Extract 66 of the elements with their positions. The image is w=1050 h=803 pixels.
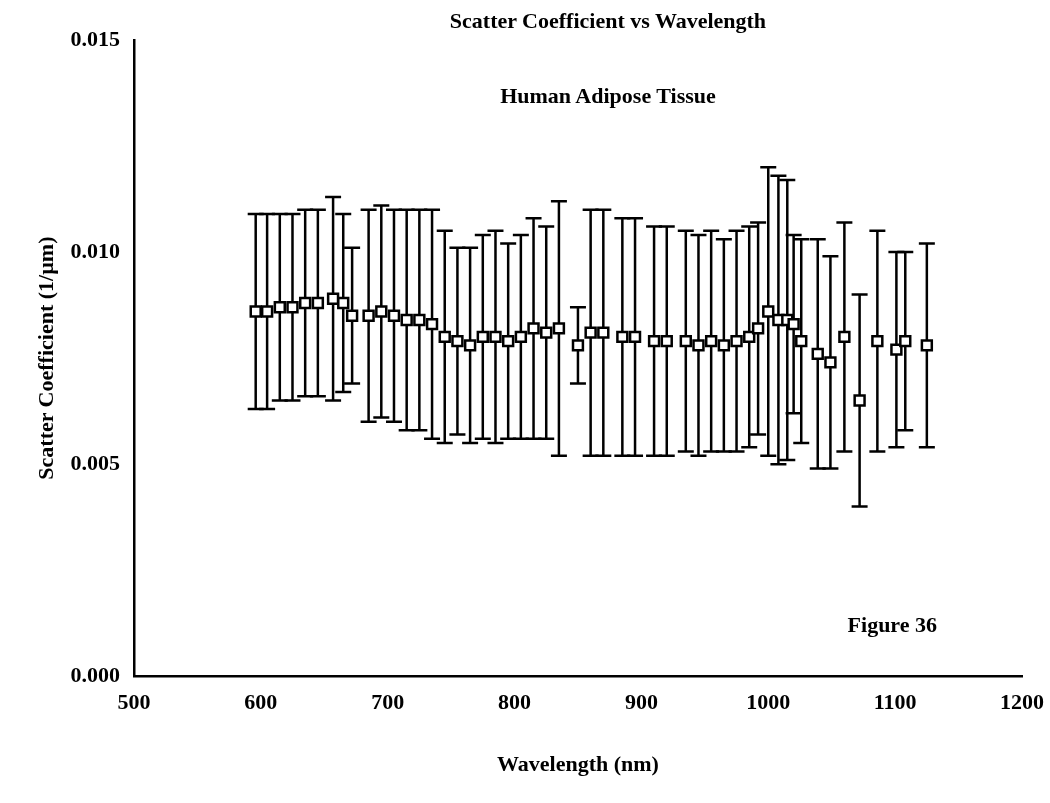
point [463, 339, 477, 352]
point [787, 317, 800, 331]
x-tick-label: 700 [371, 689, 405, 715]
point [476, 330, 489, 344]
y-tick-label: 0.015 [70, 25, 120, 51]
point [660, 334, 673, 348]
x-axis-title: Wavelength (nm) [496, 751, 659, 777]
point [853, 394, 866, 407]
x-tick-label: 500 [117, 689, 151, 715]
text: Human Adipose Tissue [500, 82, 716, 108]
point [838, 330, 851, 344]
point [345, 309, 359, 322]
point [451, 334, 464, 348]
point [311, 296, 325, 310]
point [375, 305, 388, 318]
point [717, 339, 731, 352]
point [692, 339, 705, 352]
point [571, 339, 585, 352]
y-axis-title: Scatter Coefficient (1/µm) [32, 236, 58, 480]
x-tick-label: 600 [244, 689, 278, 715]
y-tick-label: 0.005 [70, 449, 120, 475]
point [552, 322, 566, 335]
point [597, 326, 610, 339]
point [628, 330, 642, 344]
point [273, 301, 286, 314]
point [249, 305, 262, 318]
point [362, 309, 375, 322]
point [871, 334, 884, 348]
point [890, 343, 903, 356]
point [286, 301, 299, 314]
point [751, 322, 765, 335]
x-tick-label: 1000 [746, 689, 791, 715]
point [425, 317, 439, 331]
point [438, 330, 451, 344]
point [584, 326, 597, 339]
point [337, 296, 350, 310]
y-tick-label: 0.010 [70, 237, 120, 263]
point [616, 330, 629, 344]
point [647, 334, 661, 348]
point [795, 334, 808, 348]
x-tick-label: 1100 [873, 689, 917, 715]
point [489, 330, 502, 344]
point [730, 334, 743, 348]
point [514, 330, 528, 344]
point [899, 334, 912, 348]
point [920, 339, 934, 352]
point [743, 330, 756, 344]
x-tick-label: 900 [624, 689, 658, 715]
point [762, 305, 775, 318]
chart-title: Scatter Coefficient vs Wavelength [449, 7, 767, 33]
annotation: Figure 36 [847, 611, 937, 637]
point [387, 309, 401, 322]
point [298, 296, 312, 310]
x-tick-label: 1200 [1000, 689, 1044, 715]
point [400, 313, 413, 327]
point [527, 322, 540, 335]
point [260, 305, 274, 318]
point [824, 356, 837, 369]
point [704, 334, 718, 348]
point [501, 334, 515, 348]
point [811, 347, 824, 361]
x-tick-label: 800 [498, 689, 532, 715]
y-tick-label: 0.000 [70, 661, 120, 687]
point [413, 313, 426, 327]
point [540, 326, 553, 339]
point [679, 334, 692, 348]
